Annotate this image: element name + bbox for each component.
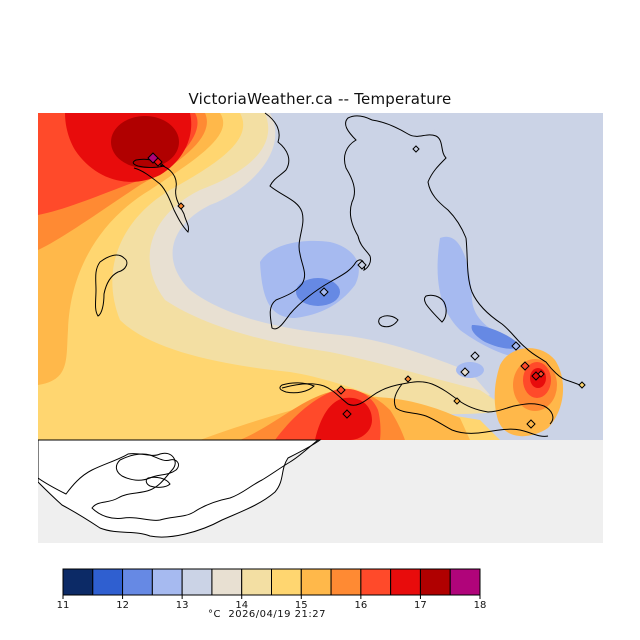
station-marker [319,287,329,297]
temperature-band-17-18 [111,116,179,168]
island-coast [424,294,447,323]
station-marker [520,361,530,371]
temperature-band-11-12 [296,278,340,306]
temperature-band-15-16 [38,113,500,440]
station-marker [404,375,412,383]
island-coast [95,254,128,317]
station-marker [460,367,470,377]
unit-label: °C [208,609,221,620]
shoreline [38,439,319,521]
temperature-band-12-13 [456,362,484,378]
footer-caption: °C 2026/04/19 21:27 [208,609,326,620]
station-marker [453,397,461,405]
north-harbour-coast [133,164,189,233]
east-shore [465,237,583,387]
station-marker [177,202,185,210]
strait-water [38,439,322,538]
station-marker [342,409,352,419]
station-marker [537,370,545,378]
peninsula-coast [343,115,373,271]
station-marker [526,419,536,429]
temperature-field [38,113,603,440]
south-coast [281,381,554,425]
station-marker [412,145,420,153]
coastlines [95,112,583,437]
island-coast [145,476,171,488]
temperature-band-17-18 [65,113,372,440]
station-marker [470,351,480,361]
temperature-band-11-12 [471,325,520,349]
station-marker [336,385,346,395]
east-shore [371,119,467,239]
island-coast [279,382,315,394]
south-coast [393,383,549,437]
station-marker [153,157,163,167]
temperature-band-12-13 [437,236,529,359]
station-marker [357,260,367,270]
water-bodies [38,439,322,538]
peninsula-coast [264,112,357,330]
station-marker [511,341,521,351]
timestamp: 2026/04/19 21:27 [228,609,326,620]
station-marker [578,381,586,389]
island-coast [115,453,179,481]
station-markers [147,145,586,429]
island-coast [378,315,399,328]
map-title: VictoriaWeather.ca -- Temperature [188,90,452,108]
